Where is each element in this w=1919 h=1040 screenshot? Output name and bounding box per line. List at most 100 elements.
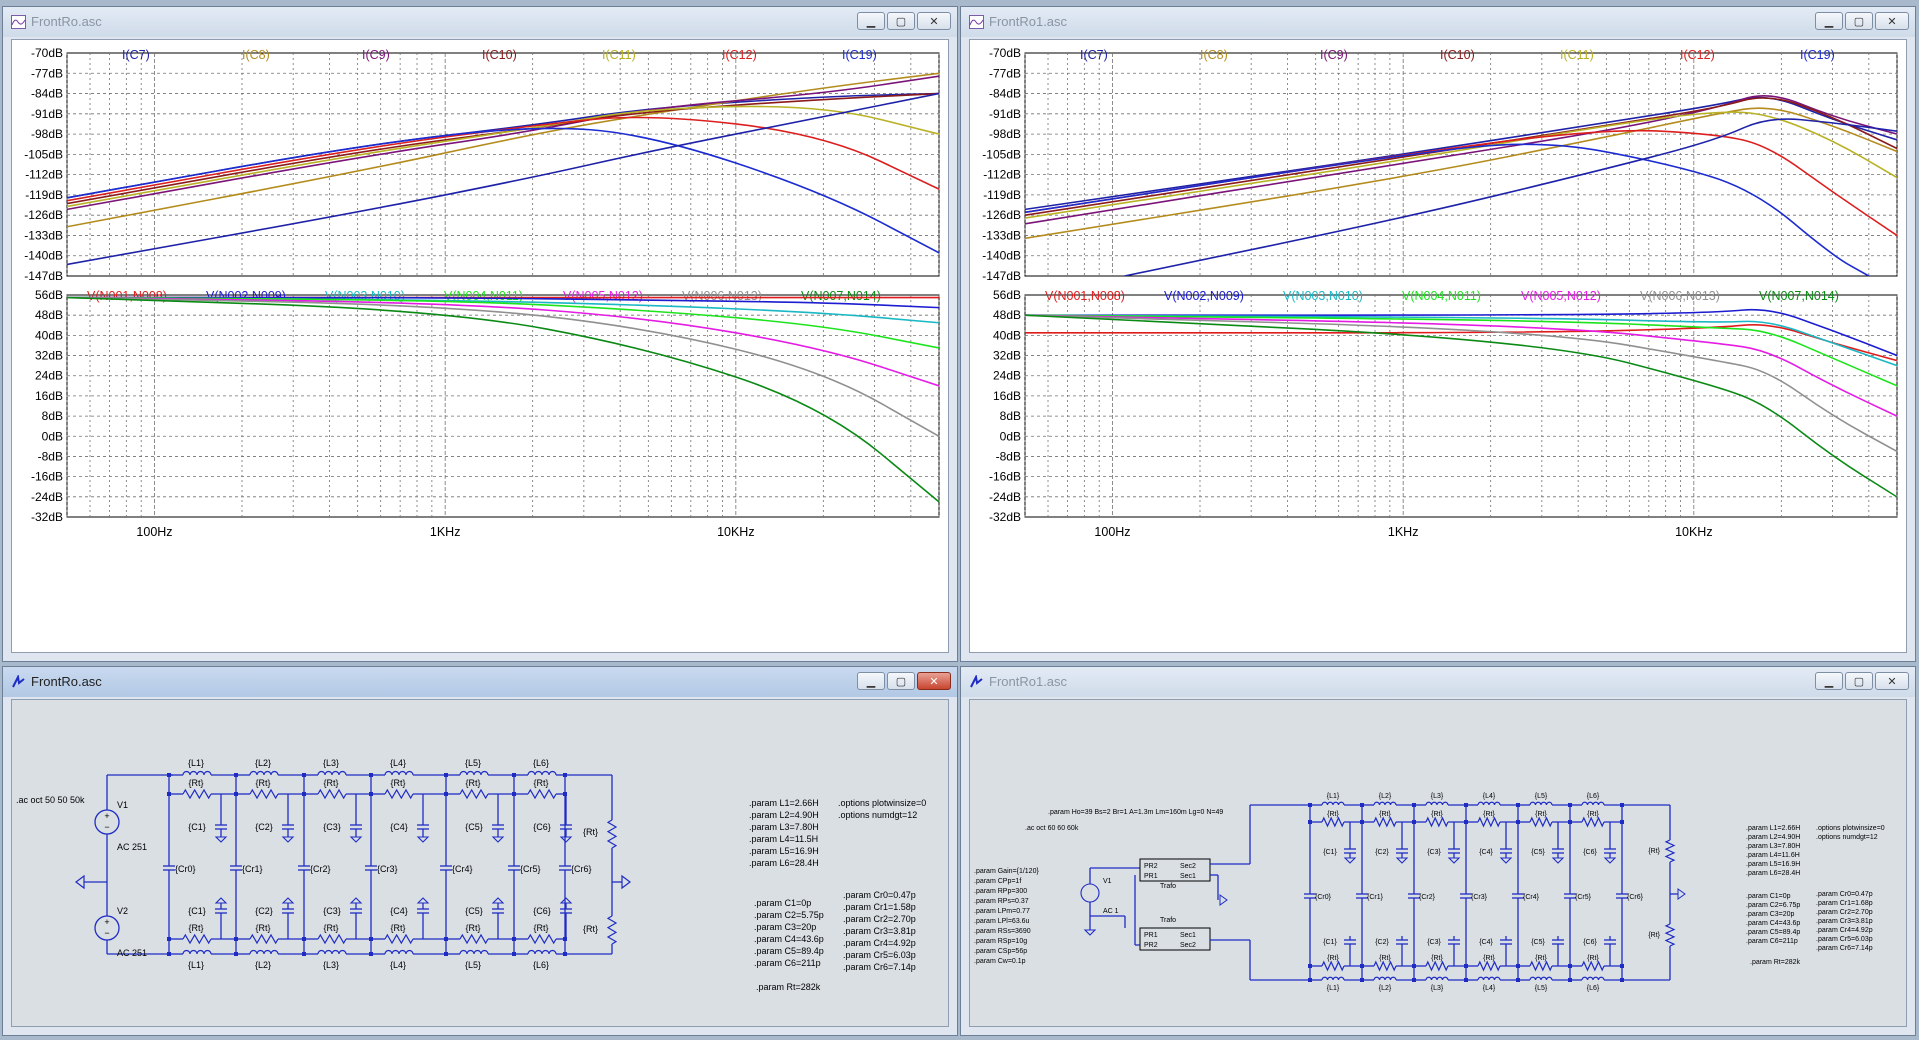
source-name: V2 [117,906,128,916]
inductor-label: {L6} [1587,985,1600,992]
close-button[interactable]: ✕ [917,672,951,690]
ground-icon [416,897,430,904]
capacitor-label: {Cr6} [571,864,592,874]
resistor-label: {Rt} [1535,811,1547,818]
param-directive: .param RPp=300 [974,888,1027,895]
legend-entry: I(C8) [1200,48,1228,62]
minus-sign: − [104,928,109,938]
plot-window-right[interactable]: FrontRo1.asc ▁ ▢ ✕ -70dB -77dB -84dB -91dB -… [960,6,1916,662]
capacitor-label: {Cr0} [175,864,196,874]
inductor-symbol [1581,976,1605,981]
resistor-symbol [1373,816,1397,828]
y-tick-label: -70dB [989,46,1021,60]
pin-label: Sec1 [1180,873,1196,880]
pin-label: PR1 [1144,873,1158,880]
close-button[interactable]: ✕ [1875,12,1909,30]
close-button[interactable]: ✕ [917,12,951,30]
close-button[interactable]: ✕ [1875,672,1909,690]
output-port-icon [1219,894,1228,906]
pin-label: Sec1 [1180,932,1196,939]
schematic-window-right[interactable]: FrontRo1.asc ▁ ▢ ✕ .param Ho=39 Bs=2 Br=… [960,666,1916,1036]
resistor-symbol [1529,960,1553,972]
y-tick-label: -98dB [31,127,63,141]
param-directive: .param RSp=10g [974,938,1027,945]
param-directive: .param C3=20p [754,922,816,932]
y-tick-label: 16dB [35,389,63,403]
inductor-symbol [1581,801,1605,806]
junction-dot [234,937,238,941]
y-tick-label: -77dB [31,66,63,80]
maximize-button[interactable]: ▢ [887,12,915,30]
param-directive: .param L3=7.80H [749,822,819,832]
y-tick-label: -98dB [989,127,1021,141]
schematic-area[interactable]: .param Ho=39 Bs=2 Br=1 A=1.3m Lm=160m Lg… [969,699,1907,1027]
title-bar[interactable]: FrontRo1.asc ▁ ▢ ✕ [961,7,1915,37]
capacitor-label: {C2} [1375,849,1389,856]
plot-area[interactable]: -70dB -77dB -84dB -91dB -98dB -105dB -112dB -11… [11,39,949,653]
resistor-symbol [459,933,489,945]
legend-entry: V(N007,N014) [1759,289,1839,303]
y-tick-label: -16dB [31,470,63,484]
series-line [67,127,939,254]
schematic-svg[interactable]: .param Ho=39 Bs=2 Br=1 A=1.3m Lm=160m Lg… [970,700,1907,1027]
pin-label: Sec2 [1180,942,1196,949]
y-tick-label: 48dB [35,308,63,322]
inductor-label: {L4} [390,758,406,768]
junction-dot [167,792,171,796]
capacitor-label: {C6} [1583,849,1597,856]
legend-entry: V(N005,N012) [1521,289,1601,303]
series-line [1025,143,1870,276]
param-directive: .param Cr0=0.47p [1816,891,1873,898]
plot-svg[interactable]: -70dB -77dB -84dB -91dB -98dB -105dB -112dB -11… [12,40,949,653]
inductor-label: {L1} [1327,793,1340,800]
param-directive: .param Cr5=6.03p [843,950,916,960]
param-directive: .param C1=0p [1746,893,1791,900]
schematic-window-left[interactable]: FrontRo.asc ▁ ▢ ✕ {L1} {Rt} {L1} {Rt} {C1} {C… [2,666,958,1036]
series-line [67,296,939,503]
title-bar[interactable]: FrontRo1.asc ▁ ▢ ✕ [961,667,1915,697]
resistor-symbol [317,933,347,945]
options-directive: .options numdgt=12 [1816,834,1878,841]
plot-area[interactable]: -70dB -77dB -84dB -91dB -98dB -105dB -112dB -11… [969,39,1907,653]
capacitor-label: {C5} [1531,849,1545,856]
maximize-button[interactable]: ▢ [1845,672,1873,690]
resistor-symbol [182,933,212,945]
maximize-button[interactable]: ▢ [1845,12,1873,30]
minimize-button[interactable]: ▁ [857,672,885,690]
plot-svg[interactable]: -70dB -77dB -84dB -91dB -98dB -105dB -112dB -11… [970,40,1907,653]
resistor-label: {Rt} [188,923,203,933]
resistor-symbol [1581,816,1605,828]
junction-dot [369,952,373,956]
param-directive: .param C4=43.6p [1746,920,1800,927]
close-icon: ✕ [1887,15,1897,28]
param-directive: .param Cr6=7.14p [843,962,916,972]
param-directive: .param L5=16.9H [1746,861,1800,868]
minimize-button[interactable]: ▁ [1815,12,1843,30]
schematic-app-icon [970,675,983,688]
resistor-label: {Rt} [323,923,338,933]
inductor-label: {L4} [1483,985,1496,992]
param-directive: .param CPp=1f [974,878,1021,885]
title-bar[interactable]: FrontRo.asc ▁ ▢ ✕ [3,7,957,37]
schematic-svg[interactable]: {L1} {Rt} {L1} {Rt} {C1} {C1} {L2} {Rt} {L2} {Rt}… [12,700,949,1027]
resistor-label: {Rt} [1327,955,1339,962]
resistor-symbol [1477,816,1501,828]
y-tick-label: -133dB [982,228,1021,242]
maximize-button[interactable]: ▢ [887,672,915,690]
junction-dot [302,952,306,956]
minimize-button[interactable]: ▁ [1815,672,1843,690]
schematic-area[interactable]: {L1} {Rt} {L1} {Rt} {C1} {C1} {L2} {Rt} {L2} {Rt}… [11,699,949,1027]
plot-window-left[interactable]: FrontRo.asc ▁ ▢ ✕ -70dB -77dB -84dB -91dB -9… [2,6,958,662]
capacitor-label: {C4} [1479,939,1493,946]
junction-dot [1412,978,1416,982]
title-bar[interactable]: FrontRo.asc ▁ ▢ ✕ [3,667,957,697]
capacitor-label: {Cr5} [520,864,541,874]
minimize-button[interactable]: ▁ [857,12,885,30]
capacitor-label: {C1} [188,906,206,916]
junction-dot [1516,803,1520,807]
param-directive: .param Gain={1/120} [974,868,1039,875]
capacitor-label: {C2} [255,822,273,832]
y-tick-label: 40dB [993,328,1021,342]
x-tick-label: 10KHz [717,525,755,539]
resistor-label: {Rt} [1648,932,1660,939]
